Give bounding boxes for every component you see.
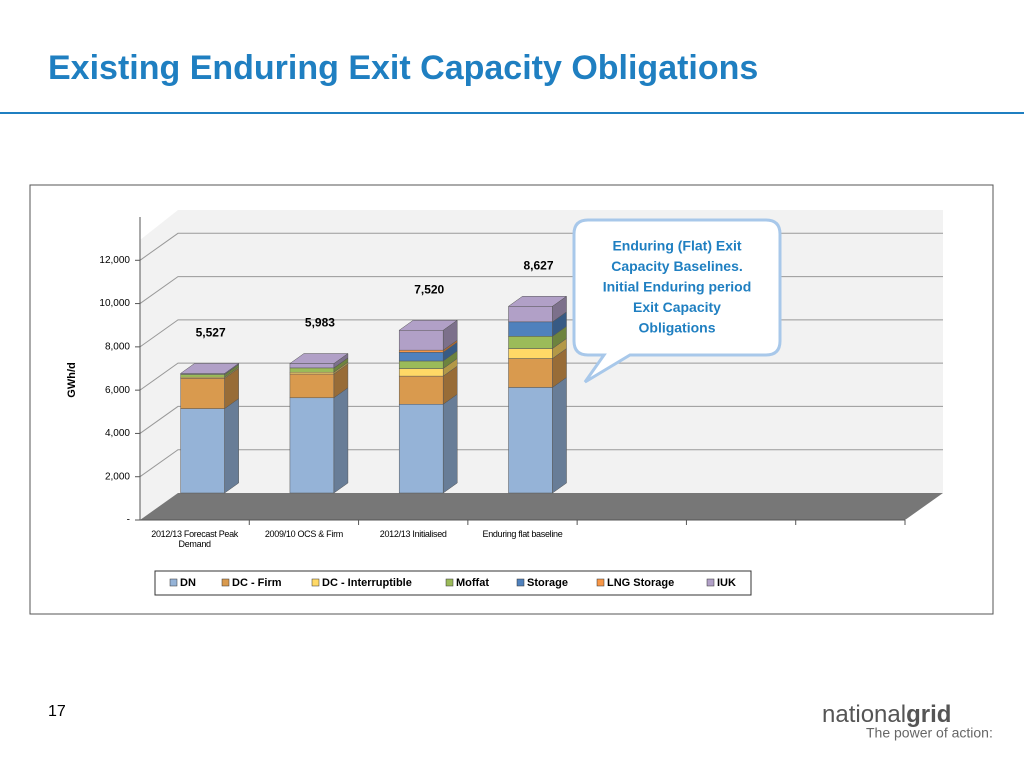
bar-top: [289, 353, 349, 364]
y-tick-label: 12,000: [99, 255, 130, 266]
y-tick-label: 2,000: [105, 471, 130, 482]
legend-swatch: [445, 578, 454, 587]
callout-text: Capacity Baselines.: [611, 258, 743, 274]
legend-label: IUK: [717, 577, 736, 589]
y-tick-label: 4,000: [105, 428, 130, 439]
legend-label: Moffat: [456, 577, 489, 589]
bar-segment: [398, 404, 444, 494]
total-label: 5,983: [305, 316, 335, 330]
legend-swatch: [516, 578, 525, 587]
bar-segment: [289, 373, 335, 399]
legend-label: LNG Storage: [607, 577, 674, 589]
bar-segment: [398, 349, 444, 353]
legend-swatch: [706, 578, 715, 587]
bar-segment: [508, 321, 553, 337]
bar-segment: [398, 352, 444, 362]
logo: nationalgrid: [822, 701, 951, 728]
bar-segment: [508, 306, 553, 323]
legend-swatch: [169, 578, 178, 587]
bar-segment: [398, 368, 444, 377]
bar-segment: [508, 348, 553, 359]
grid-line: [139, 405, 943, 434]
slide-title: Existing Enduring Exit Capacity Obligati…: [48, 49, 758, 87]
bar-segment: [289, 371, 335, 375]
bar-top: [398, 319, 458, 331]
y-axis-label: GWh/d: [66, 362, 78, 397]
legend-swatch: [311, 578, 320, 587]
bar-side: [333, 387, 349, 494]
y-tick-label: -: [127, 515, 130, 526]
bar-segment: [508, 358, 553, 388]
logo-tagline: The power of action:: [866, 725, 993, 741]
floor: [140, 493, 943, 520]
y-tick-label: 10,000: [99, 298, 130, 309]
x-tick-label: 2012/13 Initialised: [379, 529, 447, 539]
bar-side: [224, 398, 239, 494]
x-tick-label: Enduring flat baseline: [482, 529, 563, 539]
total-label: 5,527: [196, 326, 226, 340]
bar-segment: [398, 375, 444, 405]
legend-swatch: [596, 578, 605, 587]
grid-line: [139, 449, 943, 478]
bar-segment: [180, 408, 225, 494]
bar-segment: [508, 336, 553, 349]
x-tick-label: 2009/10 OCS & Firm: [264, 529, 343, 539]
page-number: 17: [48, 703, 66, 720]
callout-text: Enduring (Flat) Exit: [612, 238, 741, 254]
callout-text: Obligations: [639, 320, 716, 336]
bar-segment: [398, 360, 444, 369]
total-label: 7,520: [414, 282, 444, 296]
bar-segment: [180, 378, 225, 409]
legend-label: DN: [180, 577, 196, 589]
bar-segment: [289, 397, 335, 494]
y-tick-label: 8,000: [105, 341, 130, 352]
bar-segment: [398, 329, 444, 351]
callout-text: Exit Capacity: [633, 299, 721, 315]
bar-side: [552, 376, 567, 494]
grid-line: [139, 362, 943, 391]
bar-side: [442, 393, 458, 494]
total-label: 8,627: [523, 258, 553, 272]
y-tick-label: 6,000: [105, 385, 130, 396]
legend-swatch: [221, 578, 230, 587]
legend-label: DC - Firm: [232, 577, 282, 589]
callout-bubble: [572, 218, 782, 384]
callout-text: Initial Enduring period: [603, 279, 752, 295]
legend: DN DC - Firm DC - Interruptible Moffat Stora…: [154, 570, 752, 596]
bar-top: [507, 296, 568, 307]
bar-segment: [289, 367, 335, 373]
logo-light: national: [822, 701, 906, 728]
legend-label: DC - Interruptible: [322, 577, 412, 589]
bar-segment: [289, 363, 335, 369]
bar-segment: [508, 387, 553, 494]
legend-label: Storage: [527, 577, 568, 589]
x-tick-label: 2012/13 Forecast Peak Demand: [151, 529, 239, 549]
bar-top: [179, 363, 240, 374]
bar-segment: [180, 374, 225, 378]
logo-bold: grid: [906, 701, 951, 728]
